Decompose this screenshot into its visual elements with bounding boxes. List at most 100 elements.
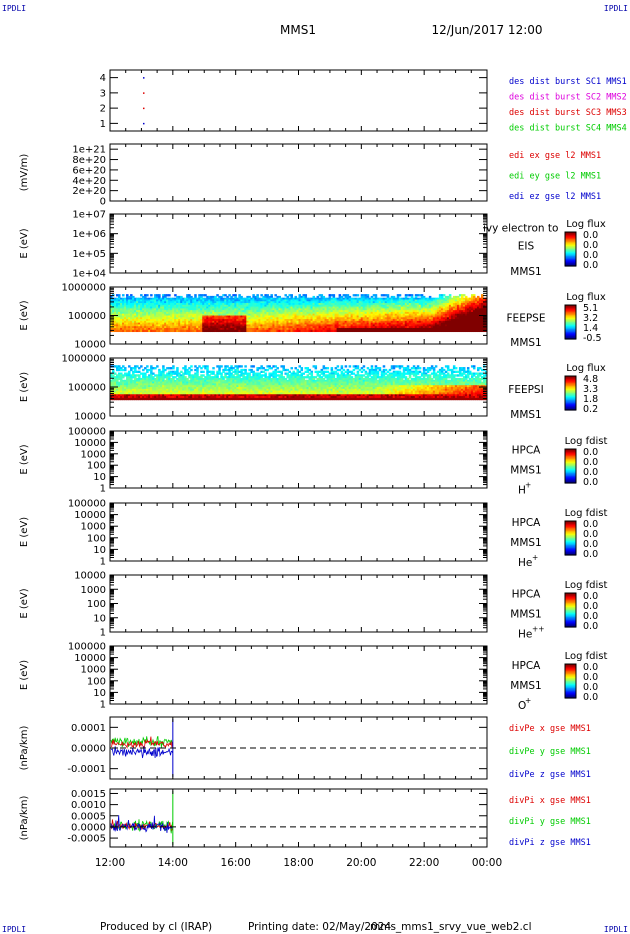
spectrogram-cell <box>420 304 424 308</box>
spectrogram-cell <box>272 324 275 327</box>
spectrogram-cell <box>148 376 151 379</box>
spectrogram-cell <box>262 297 265 300</box>
spectrogram-cell <box>154 392 157 395</box>
spectrogram-cell <box>120 394 123 397</box>
spectrogram-cell <box>246 301 249 304</box>
spectrogram-cell <box>380 294 384 297</box>
spectrogram-cell <box>320 299 324 302</box>
spectrogram-cell <box>276 304 279 308</box>
spectrogram-cell <box>478 329 482 333</box>
spectrogram-cell <box>344 308 348 311</box>
spectrogram-cell <box>300 304 304 308</box>
spectrogram-cell <box>180 313 183 316</box>
spectrogram-cell <box>428 317 432 320</box>
spectrogram-cell <box>160 308 163 311</box>
spectrogram-cell <box>162 372 165 375</box>
spectrogram-cell <box>174 322 177 325</box>
spectrogram-cell <box>186 370 189 373</box>
spectrogram-cell <box>404 327 408 331</box>
spectrogram-cell <box>380 329 384 333</box>
spectrogram-cell <box>400 311 404 315</box>
spectrogram-cell <box>478 308 482 311</box>
spectrogram-cell <box>410 299 414 302</box>
spectrogram-cell <box>218 299 221 302</box>
spectrogram-cell <box>258 310 261 313</box>
spectrogram-cell <box>176 297 179 300</box>
spectrogram-cell <box>202 394 205 397</box>
spectrogram-cell <box>170 372 173 375</box>
spectrogram-cell <box>134 311 137 315</box>
spectrogram-cell <box>130 394 133 397</box>
spectrogram-cell <box>170 329 173 333</box>
spectrogram-cell <box>410 319 414 322</box>
spectrogram-cell <box>140 317 143 320</box>
spectrogram-cell <box>172 396 175 399</box>
spectrogram-cell <box>300 299 304 302</box>
spectrogram-cell <box>250 326 253 329</box>
spectrogram-cell <box>456 308 460 311</box>
spectrogram-cell <box>110 396 113 399</box>
spectrogram-cell <box>446 311 450 315</box>
spectrogram-cell <box>186 383 189 386</box>
spectrogram-cell <box>334 306 338 309</box>
spectrogram-cell <box>430 304 434 308</box>
spectrogram-cell <box>312 315 316 318</box>
spectrogram-cell <box>176 385 179 388</box>
spectrogram-cell <box>174 383 177 386</box>
spectrogram-cell <box>310 304 314 308</box>
spectrogram-cell <box>180 390 183 393</box>
spectrogram-cell <box>218 327 221 331</box>
spectrogram-cell <box>212 304 215 308</box>
spectrogram-cell <box>358 317 362 320</box>
spectrogram-cell <box>448 306 452 309</box>
spectrogram-cell <box>288 317 291 320</box>
spectrogram-cell <box>308 308 312 311</box>
spectrogram-cell <box>192 303 195 306</box>
spectrogram-cell <box>140 385 143 388</box>
spectrogram-cell <box>318 297 322 300</box>
spectrogram-cell <box>218 324 221 327</box>
spectrogram-cell <box>180 308 183 311</box>
spectrogram-cell <box>118 385 121 388</box>
spectrogram-cell <box>122 297 125 300</box>
spectrogram-cell <box>202 294 205 297</box>
spectrogram-cell <box>138 374 141 377</box>
spectrogram-cell <box>116 304 119 308</box>
spectrogram-cell <box>420 327 424 331</box>
spectrogram-cell <box>404 303 408 306</box>
spectrogram-cell <box>314 329 318 333</box>
spectrogram-cell <box>360 301 364 304</box>
spectrogram-cell <box>256 304 259 308</box>
spectrogram-cell <box>114 326 117 329</box>
spectrogram-cell <box>192 387 195 390</box>
spectrogram-cell <box>428 311 432 315</box>
spectrogram-cell <box>172 324 175 327</box>
spectrogram-cell <box>300 324 304 327</box>
spectrogram-cell <box>210 295 213 299</box>
spectrogram-cell <box>130 304 133 308</box>
spectrogram-cell <box>208 297 211 300</box>
spectrogram-cell <box>136 390 139 393</box>
spectrogram-cell <box>358 315 362 318</box>
spectrogram-cell <box>196 397 199 401</box>
spectrogram-cell <box>384 303 388 306</box>
spectrogram-cell <box>168 327 171 331</box>
spectrogram-cell <box>480 324 484 327</box>
spectrogram-cell <box>466 306 470 309</box>
spectrogram-cell <box>146 396 149 399</box>
spectrogram-cell <box>150 313 153 316</box>
spectrogram-cell <box>348 329 352 333</box>
spectrogram-cell <box>320 303 324 306</box>
spectrogram-cell <box>216 301 219 304</box>
spectrogram-cell <box>434 304 438 308</box>
spectrogram-cell <box>204 319 207 322</box>
spectrogram-cell <box>480 322 484 325</box>
spectrogram-cell <box>378 315 382 318</box>
spectrogram-cell <box>154 381 157 384</box>
spectrogram-cell <box>204 326 207 329</box>
spectrogram-cell <box>202 370 205 373</box>
spectrogram-cell <box>466 297 470 300</box>
spectrogram-cell <box>176 387 179 390</box>
